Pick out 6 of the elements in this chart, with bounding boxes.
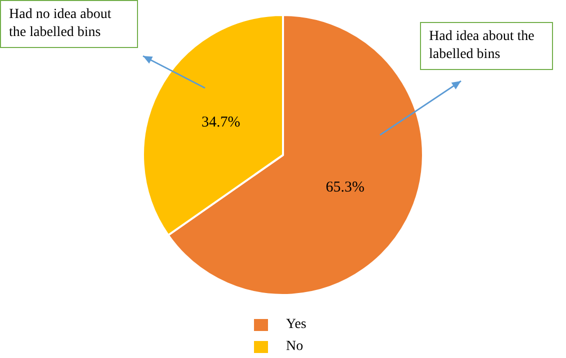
text: Had idea about the labelled bins [420, 22, 553, 70]
legend-label: Yes [286, 317, 306, 333]
data-label: 65.3% [326, 179, 364, 196]
legend-label: No [286, 339, 304, 355]
data-label: 34.7% [202, 114, 240, 131]
text: Had no idea about the labelled bins [0, 0, 138, 48]
